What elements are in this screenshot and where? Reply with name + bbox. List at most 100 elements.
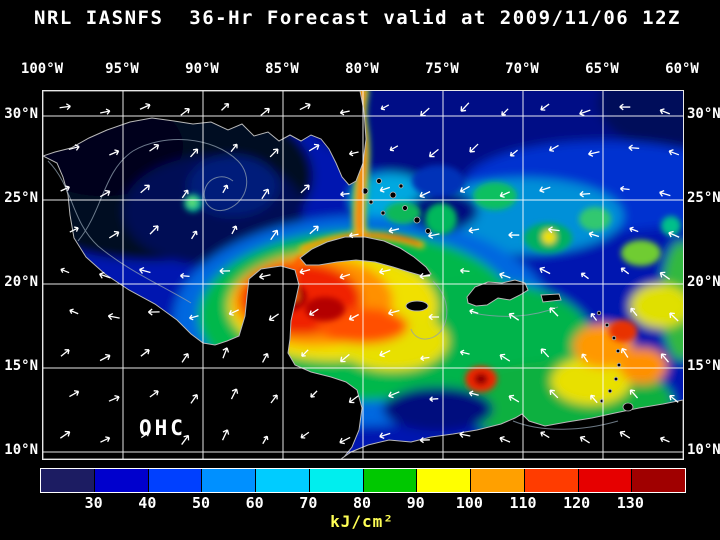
colorbar-tick: 120 bbox=[563, 494, 591, 512]
wind-arrow bbox=[269, 148, 279, 158]
colorbar bbox=[40, 468, 686, 493]
wind-arrow bbox=[428, 313, 440, 321]
wind-arrow bbox=[231, 225, 238, 235]
wind-arrow bbox=[499, 353, 511, 362]
wind-arrow bbox=[629, 389, 639, 399]
colorbar-segment bbox=[309, 469, 364, 492]
wind-arrow bbox=[459, 185, 470, 193]
wind-arrow bbox=[549, 307, 559, 317]
wind-arrow bbox=[469, 308, 479, 315]
wind-arrow bbox=[540, 348, 550, 358]
wind-arrow bbox=[620, 267, 630, 275]
wind-arrow bbox=[389, 145, 399, 152]
colorbar-segment bbox=[417, 469, 471, 492]
wind-arrow bbox=[181, 434, 190, 445]
land-hispaniola bbox=[466, 279, 529, 307]
lon-tick: 60°W bbox=[665, 61, 699, 77]
wind-arrow bbox=[109, 149, 120, 156]
colorbar-tick: 60 bbox=[245, 494, 264, 512]
wind-arrow bbox=[548, 144, 559, 152]
colorbar-tick: 100 bbox=[455, 494, 483, 512]
wind-arrow bbox=[180, 108, 190, 116]
wind-arrow bbox=[300, 184, 310, 194]
wind-arrow bbox=[668, 149, 680, 156]
colorbar-segment bbox=[148, 469, 203, 492]
wind-arrow bbox=[190, 393, 198, 404]
wind-arrow bbox=[270, 229, 279, 241]
lat-tick-left: 20°N bbox=[4, 274, 38, 290]
wind-arrow-layer bbox=[59, 102, 680, 445]
wind-arrow bbox=[379, 268, 391, 275]
wind-arrow bbox=[579, 435, 590, 444]
wind-arrow bbox=[147, 308, 160, 316]
wind-arrow bbox=[468, 227, 480, 234]
wind-arrow bbox=[659, 108, 671, 115]
wind-arrow bbox=[630, 307, 638, 317]
wind-arrow bbox=[99, 189, 111, 198]
colorbar-segment bbox=[632, 469, 685, 492]
wind-arrow bbox=[508, 394, 520, 403]
wind-arrow bbox=[59, 103, 71, 111]
colorbar-tick: 70 bbox=[299, 494, 318, 512]
wind-arrow bbox=[69, 390, 80, 398]
wind-arrow bbox=[268, 313, 279, 322]
land-bahamas-islands bbox=[361, 178, 431, 234]
wind-arrow bbox=[590, 312, 598, 321]
wind-arrow bbox=[348, 232, 359, 239]
colorbar-tick: 40 bbox=[138, 494, 157, 512]
wind-arrow bbox=[428, 148, 439, 158]
land-cuba bbox=[299, 236, 432, 277]
wind-arrow bbox=[669, 394, 679, 403]
wind-arrow bbox=[221, 103, 230, 111]
wind-arrow bbox=[619, 185, 630, 192]
wind-arrow bbox=[68, 144, 80, 151]
wind-arrow bbox=[69, 226, 79, 233]
wind-arrow bbox=[429, 396, 439, 402]
wind-arrow bbox=[222, 347, 230, 359]
wind-arrow bbox=[261, 352, 269, 363]
lon-tick: 70°W bbox=[505, 61, 539, 77]
land-south-america bbox=[340, 399, 683, 459]
wind-arrow bbox=[499, 435, 511, 443]
colorbar-unit-label: kJ/cm² bbox=[330, 512, 394, 531]
wind-arrow bbox=[469, 143, 479, 153]
wind-arrow bbox=[181, 189, 189, 199]
wind-arrow bbox=[139, 102, 151, 110]
colorbar-segment bbox=[256, 469, 310, 492]
wind-arrow bbox=[509, 149, 518, 157]
wind-arrow bbox=[428, 232, 440, 239]
lat-tick-left: 30°N bbox=[4, 106, 38, 122]
wind-arrow bbox=[228, 309, 239, 316]
lon-tick: 85°W bbox=[265, 61, 299, 77]
ohc-label: OHC bbox=[139, 416, 186, 440]
land-jamaica bbox=[405, 300, 429, 312]
wind-arrow bbox=[419, 272, 431, 280]
wind-arrow bbox=[629, 226, 639, 233]
wind-arrow bbox=[579, 190, 591, 198]
map-plot-area: OHC bbox=[42, 90, 684, 460]
wind-arrow bbox=[590, 394, 598, 404]
colorbar-tick: 30 bbox=[84, 494, 103, 512]
wind-arrow bbox=[460, 102, 470, 112]
wind-arrow bbox=[539, 266, 551, 275]
lon-tick: 100°W bbox=[20, 61, 64, 77]
wind-arrow bbox=[628, 144, 640, 152]
wind-arrow bbox=[259, 273, 271, 280]
wind-arrow bbox=[459, 431, 471, 438]
wind-arrow bbox=[580, 272, 589, 280]
lon-tick: 75°W bbox=[425, 61, 459, 77]
wind-arrow bbox=[379, 432, 391, 439]
colorbar-tick: 90 bbox=[406, 494, 425, 512]
colorbar-tick: 130 bbox=[616, 494, 644, 512]
lat-tick-left: 10°N bbox=[4, 442, 38, 458]
colorbar-segment bbox=[578, 469, 633, 492]
wind-arrow bbox=[668, 230, 680, 238]
wind-arrow bbox=[348, 313, 359, 321]
lat-tick-right: 25°N bbox=[687, 190, 720, 206]
wind-arrow bbox=[299, 102, 311, 111]
wind-arrow bbox=[108, 230, 120, 239]
wind-arrow bbox=[499, 191, 511, 198]
wind-arrow bbox=[420, 107, 430, 117]
lon-tick: 90°W bbox=[185, 61, 219, 77]
lat-tick-left: 15°N bbox=[4, 358, 38, 374]
